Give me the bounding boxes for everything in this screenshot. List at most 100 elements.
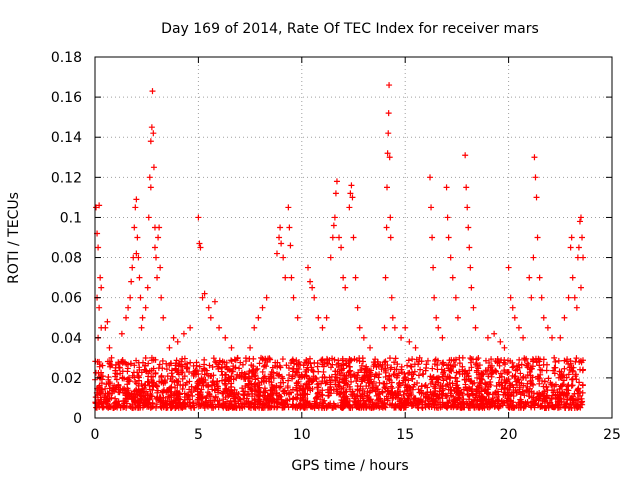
data-point [190,362,197,369]
data-point [308,364,315,371]
data-point [156,361,163,368]
data-point [412,395,419,402]
data-point [386,154,393,161]
data-point [400,377,407,384]
data-point [372,382,379,389]
data-point [576,379,583,386]
data-point [430,374,437,381]
data-point [197,244,204,251]
data-point [543,361,550,368]
data-point [150,356,157,363]
data-point [148,124,155,131]
data-point [228,387,235,394]
plot-frame [94,56,613,419]
data-point [216,357,223,364]
data-point [406,392,413,399]
y-tick-label: 0.06 [51,291,82,307]
data-point [223,386,230,393]
data-point [363,402,370,409]
data-point [320,400,327,407]
data-point [386,82,393,89]
data-point [306,355,313,362]
data-point [506,380,513,387]
data-point [157,264,164,271]
data-point [261,404,268,411]
data-point [289,375,296,382]
data-point [211,298,218,305]
data-point [432,356,439,363]
data-point [254,365,261,372]
data-point [289,365,296,372]
data-point [431,294,438,301]
data-point [435,376,442,383]
data-point [565,387,572,394]
data-point [248,386,255,393]
data-point [266,378,273,385]
data-point [508,404,515,411]
data-point [339,399,346,406]
data-point [436,391,443,398]
data-point [536,362,543,369]
data-point [468,356,475,363]
data-point [532,174,539,181]
data-point [306,375,313,382]
data-point [428,403,435,410]
data-point [184,364,191,371]
data-point [228,344,235,351]
data-point [572,397,579,404]
data-point [146,386,153,393]
data-point [496,374,503,381]
data-point [260,374,267,381]
data-point [509,304,516,311]
data-point [531,154,538,161]
data-point [194,385,201,392]
data-point [294,391,301,398]
data-point [484,389,491,396]
data-point [461,404,468,411]
data-point [454,314,461,321]
data-point [331,214,338,221]
data-point [138,324,145,331]
data-point [342,375,349,382]
data-point [336,234,343,241]
data-point [168,404,175,411]
data-point [365,382,372,389]
data-point [540,314,547,321]
data-point [433,314,440,321]
data-point [98,284,105,291]
data-point [158,294,165,301]
data-point [419,371,426,378]
data-point [465,224,472,231]
data-point [512,387,519,394]
data-point [483,381,490,388]
data-point [350,234,357,241]
data-point [507,400,514,407]
data-point [187,359,194,366]
data-point [439,395,446,402]
data-point [255,375,262,382]
data-point [545,404,552,411]
data-point [460,396,467,403]
data-point [149,400,156,407]
data-point [560,396,567,403]
data-point [134,399,141,406]
data-point [220,400,227,407]
data-point [569,274,576,281]
y-tick-label: 0.18 [51,50,82,66]
data-point [285,404,292,411]
data-point [96,363,103,370]
data-point [373,402,380,409]
data-point [402,399,409,406]
data-point [513,377,520,384]
data-point [323,403,330,410]
data-point [337,403,344,410]
data-point [401,370,408,377]
data-point [196,240,203,247]
data-point [121,375,128,382]
data-point [384,362,391,369]
data-point [151,244,158,251]
data-point [507,294,514,301]
data-point [210,355,217,362]
data-point [246,368,253,375]
data-point [112,364,119,371]
